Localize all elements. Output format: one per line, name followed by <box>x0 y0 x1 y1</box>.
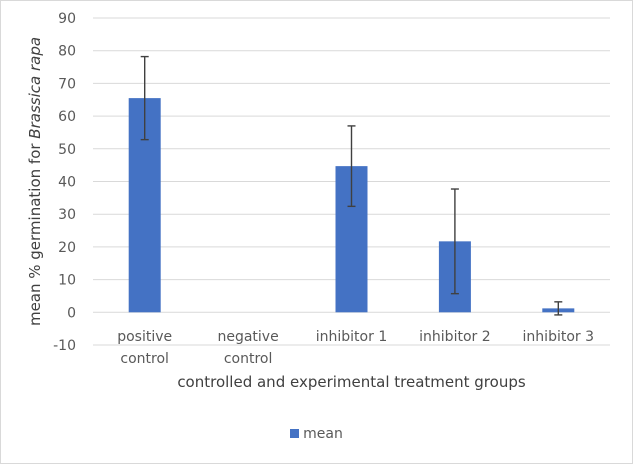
x-tick-label: inhibitor 2 <box>419 329 490 345</box>
y-tick-label: 60 <box>58 109 76 125</box>
y-tick-label: 80 <box>58 44 76 60</box>
y-tick-label: 30 <box>58 207 76 223</box>
y-tick-label: 90 <box>58 11 76 27</box>
legend-label: mean <box>303 426 343 442</box>
y-tick-label: -10 <box>53 338 76 354</box>
legend-swatch <box>290 429 300 438</box>
y-tick-label: 40 <box>58 175 76 191</box>
y-tick-label: 50 <box>58 142 76 158</box>
y-axis-ticks: 90 80 70 60 50 40 30 20 10 0 -10 <box>53 11 76 354</box>
error-bars <box>140 55 563 316</box>
x-tick-label: negative <box>217 329 278 345</box>
y-axis-title: mean % germination for Brassica rapa <box>26 37 44 326</box>
x-tick-label: inhibitor 3 <box>523 329 594 345</box>
legend: mean <box>0 426 633 442</box>
x-tick-label: control <box>224 351 273 367</box>
y-tick-label: 20 <box>58 240 76 256</box>
x-tick-label: inhibitor 1 <box>316 329 387 345</box>
x-tick-label: control <box>120 351 169 367</box>
y-tick-label: 0 <box>67 305 76 321</box>
y-tick-label: 10 <box>58 273 76 289</box>
x-axis-ticks: positive control negative control inhibitor … <box>117 329 594 367</box>
x-axis-title: controlled and experimental treatment gr… <box>177 373 526 391</box>
y-axis-title-species: Brassica rapa <box>26 37 44 139</box>
x-tick-label: positive <box>117 329 172 345</box>
y-tick-label: 70 <box>58 76 76 92</box>
y-axis-title-prefix: mean % germination for <box>26 139 44 326</box>
